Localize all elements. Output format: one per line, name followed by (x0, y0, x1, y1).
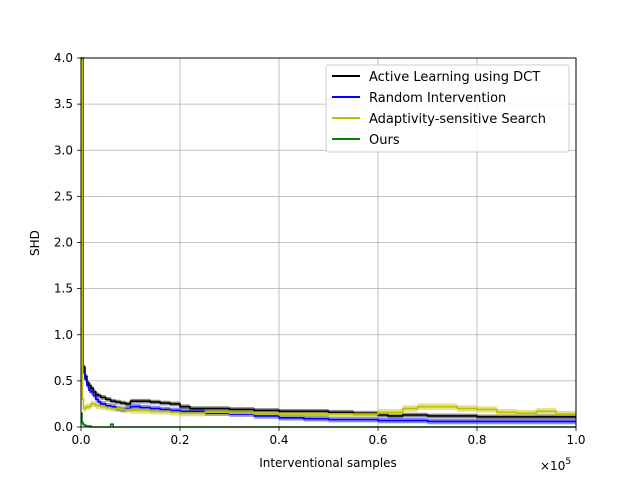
y-tick-label: 0.0 (54, 420, 73, 434)
y-tick-label: 1.5 (54, 282, 73, 296)
x-axis-label: Interventional samples (259, 456, 397, 470)
legend-label-0: Active Learning using DCT (369, 70, 540, 85)
legend-box (325, 64, 570, 153)
y-axis-ticks: 0.0 0.5 1.0 1.5 2.0 2.5 3.0 3.5 4.0 (54, 51, 81, 434)
x-tick-label: 0.8 (467, 433, 486, 447)
x-tick-label: 0.4 (269, 433, 288, 447)
legend: Active Learning using DCT Random Interven… (325, 64, 570, 153)
y-axis-label: SHD (28, 230, 42, 256)
x-tick-label: 0.0 (71, 433, 90, 447)
y-tick-label: 3.5 (54, 97, 73, 111)
series-line-2 (81, 57, 576, 416)
legend-label-2: Adaptivity-sensitive Search (369, 112, 546, 127)
x-axis-ticks: 0.0 0.2 0.4 0.6 0.8 1.0 (71, 427, 586, 447)
y-tick-label: 1.0 (54, 328, 73, 342)
legend-label-1: Random Intervention (369, 91, 506, 106)
series-line-1 (81, 57, 576, 423)
legend-label-3: Ours (369, 133, 400, 148)
y-tick-label: 2.5 (54, 189, 73, 203)
y-tick-label: 4.0 (54, 51, 73, 65)
y-tick-label: 0.5 (54, 374, 73, 388)
y-tick-label: 2.0 (54, 236, 73, 250)
x-tick-label: 1.0 (566, 433, 585, 447)
y-tick-label: 3.0 (54, 143, 73, 157)
x-tick-label: 0.2 (170, 433, 189, 447)
x-axis-offset-label: ×105 (540, 457, 571, 473)
x-tick-label: 0.6 (368, 433, 387, 447)
